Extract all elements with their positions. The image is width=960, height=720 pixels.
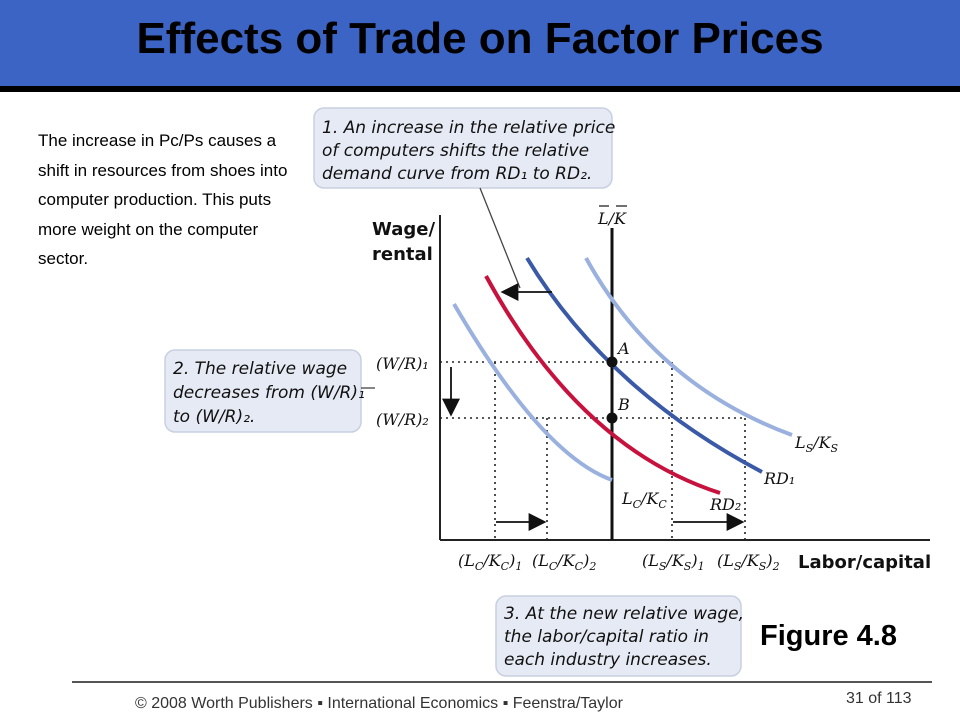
title-bar: Effects of Trade on Factor Prices bbox=[0, 0, 960, 92]
dotted-guides bbox=[440, 361, 746, 540]
rd2-curve bbox=[484, 275, 721, 495]
x-tick-ls-ks-2: (LS/KS)2 bbox=[717, 551, 780, 573]
callout-1-line-2: of computers shifts the relative bbox=[322, 141, 589, 161]
equilibrium-point-b bbox=[606, 412, 618, 424]
callout-3-line-2: the labor/capital ratio in bbox=[504, 627, 709, 647]
callout-wage-decrease: 2. The relative wage decreases from (W/R… bbox=[164, 349, 375, 433]
x-tick-ls-ks-1: (LS/KS)1 bbox=[642, 551, 705, 573]
slide-title: Effects of Trade on Factor Prices bbox=[136, 14, 824, 63]
page-number: 31 of 113 bbox=[846, 690, 912, 707]
intro-paragraph: The increase in Pc/Ps causes a shift in … bbox=[38, 131, 288, 268]
x-tick-lc-kc-1: (LC/KC)1 bbox=[458, 551, 522, 573]
callout-2-line-3: to (W/R)₂. bbox=[173, 407, 255, 427]
figure-label: Figure 4.8 bbox=[760, 620, 897, 652]
rd2-label: RD₂ bbox=[709, 495, 741, 514]
lc-kc-label: LC/KC bbox=[621, 489, 667, 511]
y-axis-label-2: rental bbox=[372, 244, 433, 265]
rd1-label: RD₁ bbox=[763, 469, 795, 488]
footer-divider bbox=[72, 681, 932, 683]
ls-ks-label: LS/KS bbox=[794, 433, 839, 455]
x-axis-label: Labor/capital bbox=[798, 552, 931, 573]
callout-demand-shift: 1. An increase in the relative price of … bbox=[313, 107, 615, 289]
lc-kc-curve bbox=[452, 302, 613, 482]
callout-1-pointer bbox=[479, 187, 521, 289]
ls-ks-curve bbox=[584, 257, 793, 437]
point-a-label: A bbox=[616, 339, 630, 358]
equilibrium-point-a bbox=[606, 356, 618, 368]
rd1-curve bbox=[525, 256, 763, 474]
point-b-label: B bbox=[617, 395, 630, 414]
y-axis-label-1: Wage/ bbox=[372, 219, 435, 240]
callout-1-line-1: 1. An increase in the relative price bbox=[322, 118, 615, 138]
callout-1-line-3: demand curve from RD₁ to RD₂. bbox=[322, 164, 592, 184]
y-tick-wr1: (W/R)₁ bbox=[376, 354, 429, 373]
callout-3-line-3: each industry increases. bbox=[504, 650, 712, 670]
footer-credit: © 2008 Worth Publishers ▪ International … bbox=[135, 695, 623, 712]
y-tick-wr2: (W/R)₂ bbox=[376, 410, 429, 429]
x-tick-lc-kc-2: (LC/KC)2 bbox=[532, 551, 596, 573]
callout-2-line-2: decreases from (W/R)₁ bbox=[173, 383, 365, 403]
callout-2-line-1: 2. The relative wage bbox=[173, 359, 347, 379]
callout-ratio-increase: 3. At the new relative wage, the labor/c… bbox=[495, 595, 744, 677]
callout-3-line-1: 3. At the new relative wage, bbox=[504, 604, 744, 624]
supply-line-label: L/K bbox=[597, 209, 627, 228]
